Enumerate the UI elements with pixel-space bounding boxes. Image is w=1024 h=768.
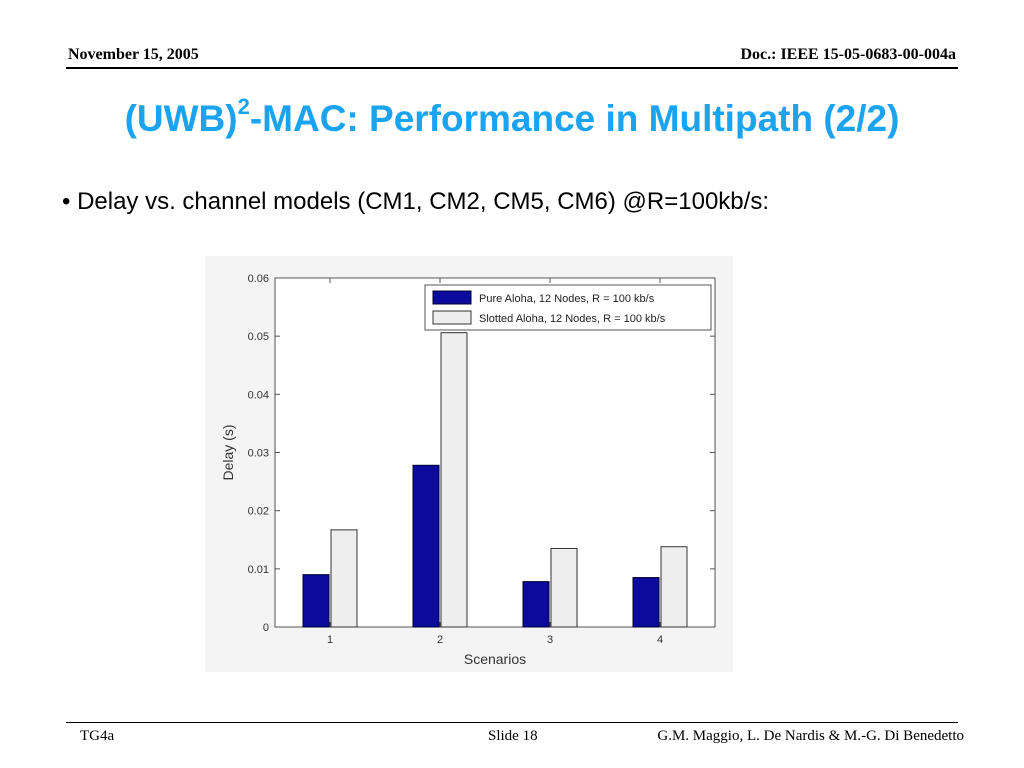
footer-authors: G.M. Maggio, L. De Nardis & M.-G. Di Ben… [657, 728, 964, 744]
title-prefix: (UWB) [124, 98, 238, 139]
y-axis-label: Delay (s) [220, 424, 236, 480]
bar-s1-cat1 [302, 574, 330, 628]
header-rule [66, 67, 958, 69]
y-tick-label: 0.06 [248, 273, 269, 285]
chart-svg: 0 0.01 0.02 0.03 0.04 0.05 0.06 1 2 3 4 Delay (s)… [205, 256, 733, 672]
y-tick-label: 0.03 [248, 448, 269, 460]
footer-slide-number: Slide 18 [488, 728, 538, 744]
bar-s1-cat4 [632, 577, 660, 628]
legend-swatch-s2 [432, 310, 472, 325]
bullet-text: • Delay vs. channel models (CM1, CM2, CM… [62, 188, 769, 215]
bar-s2-cat4 [660, 546, 688, 628]
bars-group [302, 332, 688, 628]
legend-label-s2: Slotted Aloha, 12 Nodes, R = 100 kb/s [479, 313, 666, 325]
bar-s1-cat2 [412, 464, 440, 628]
x-tick-label: 1 [327, 634, 333, 646]
bar-s2-cat2 [440, 332, 468, 628]
legend: Pure Aloha, 12 Nodes, R = 100 kb/s Slotte… [424, 284, 712, 331]
footer-rule [66, 722, 958, 723]
legend-label-s1: Pure Aloha, 12 Nodes, R = 100 kb/s [479, 293, 655, 305]
x-axis: 1 2 3 4 [327, 278, 663, 646]
header-date: November 15, 2005 [68, 46, 199, 63]
x-tick-label: 2 [437, 634, 443, 646]
x-tick-label: 4 [657, 634, 663, 646]
footer-group: TG4a [80, 728, 115, 744]
legend-swatch-s1 [432, 290, 472, 305]
legend-box [424, 284, 712, 331]
title-suffix: -MAC: Performance in Multipath (2/2) [249, 98, 900, 139]
y-tick-label: 0.02 [248, 506, 269, 518]
y-tick-label: 0.05 [248, 331, 269, 343]
title-superscript: 2 [237, 93, 250, 119]
y-tick-label: 0 [263, 622, 269, 634]
bar-s1-cat3 [522, 581, 550, 628]
x-axis-label: Scenarios [464, 651, 526, 667]
delay-chart: 0 0.01 0.02 0.03 0.04 0.05 0.06 1 2 3 4 Delay (s)… [205, 256, 733, 672]
y-tick-label: 0.01 [248, 564, 269, 576]
y-tick-label: 0.04 [248, 389, 269, 401]
y-axis: 0 0.01 0.02 0.03 0.04 0.05 0.06 [248, 273, 715, 634]
x-tick-label: 3 [547, 634, 553, 646]
bar-s2-cat1 [330, 529, 358, 628]
header-doc-id: Doc.: IEEE 15-05-0683-00-004a [740, 46, 956, 63]
slide-title: (UWB)2-MAC: Performance in Multipath (2/… [0, 95, 1024, 140]
bar-s2-cat3 [550, 547, 578, 628]
